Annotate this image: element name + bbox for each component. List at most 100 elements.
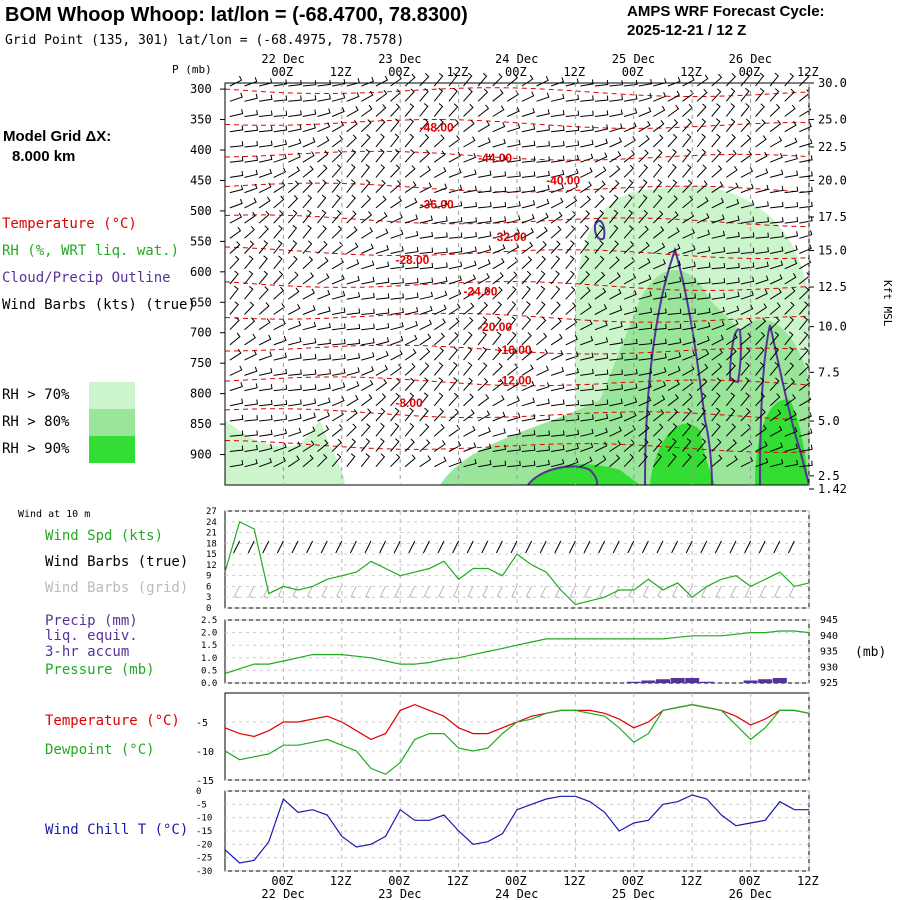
temperature-label: -40.00: [546, 174, 580, 188]
wind-barb: [463, 217, 477, 224]
wind-barb: [725, 149, 737, 163]
wind-barb-grid: [628, 585, 635, 599]
wind-barb: [419, 291, 433, 300]
wind-barb: [565, 210, 577, 224]
wind-barb: [507, 412, 521, 422]
wind-barb: [463, 246, 477, 254]
wind-barb: [623, 194, 633, 209]
wind-barb: [404, 118, 414, 133]
wind-barb: [404, 392, 415, 407]
wind-barb: [784, 287, 796, 300]
precip-tick-label: 1.0: [201, 654, 217, 664]
wind-speed-line: [224, 520, 810, 606]
wind-barb: [609, 305, 623, 315]
wind-barb: [726, 291, 740, 300]
wind-tick-label: 15: [206, 550, 217, 560]
wind-barb: [375, 261, 390, 270]
wind-barb-true: [437, 540, 445, 554]
wind-barb: [740, 150, 753, 163]
wind-barb: [244, 444, 258, 452]
wind-barb: [550, 183, 564, 194]
wind-barb-true: [247, 540, 255, 554]
wind-barb: [652, 423, 664, 437]
wind-barb: [667, 393, 679, 407]
wind-barb: [638, 353, 653, 361]
wind-barb: [478, 186, 492, 194]
wind-barb: [740, 247, 755, 254]
pressure-line: [224, 630, 810, 675]
wind-barb: [448, 151, 461, 163]
wind-barb: [448, 377, 458, 391]
wind-barb: [696, 363, 709, 376]
wind-barb: [521, 156, 536, 163]
wind-barb: [784, 346, 794, 361]
wind-barb: [346, 453, 356, 468]
wind-barb: [594, 384, 609, 392]
wind-barb: [521, 316, 532, 331]
temperature-contour: [224, 182, 810, 193]
wind-barb: [258, 443, 273, 452]
pressure-tick-label: 500: [190, 204, 212, 218]
wind-barb: [667, 119, 679, 133]
wind-barb: [448, 392, 459, 407]
wind-barb: [711, 348, 723, 361]
wind-barb: [288, 287, 300, 300]
wind-barb: [711, 407, 721, 422]
wind-barb: [419, 319, 432, 331]
wind-barb: [623, 411, 637, 422]
wind-barb: [331, 396, 345, 407]
wind-barb: [288, 166, 300, 178]
wind-barb: [317, 122, 331, 133]
wind-barb: [609, 179, 620, 193]
wind-barb: [594, 399, 609, 407]
wind-barb: [404, 320, 418, 331]
wind-barb: [769, 377, 780, 391]
pressure-tick-label: 945: [820, 615, 838, 626]
wind-barb: [521, 214, 535, 224]
wind-barb: [478, 170, 492, 178]
wind-barb: [244, 225, 255, 239]
wind-barb: [711, 73, 723, 87]
wind-barb: [288, 399, 302, 407]
time-tick-label-bottom: 00Z: [388, 874, 410, 888]
legend-rh: RH (%, WRT liq. wat.): [2, 243, 180, 259]
wind-barb: [784, 170, 799, 178]
wind-barb: [404, 334, 418, 346]
wind-barb: [229, 198, 243, 209]
wind-barb: [799, 444, 813, 452]
wind-barb: [725, 439, 737, 452]
temperature-contour: [224, 87, 810, 98]
wind-barb: [638, 307, 653, 315]
wind-barb: [784, 331, 794, 346]
wind-barb: [784, 216, 799, 224]
wind-barb-true: [773, 540, 781, 554]
wind-barb: [434, 150, 446, 163]
wind-barb: [288, 337, 302, 346]
wind-barb-grid: [409, 585, 416, 599]
kft-axis-title: Kft MSL: [881, 280, 894, 327]
wind-barb: [361, 243, 374, 254]
wind-barb: [565, 78, 579, 87]
wind-barb: [375, 453, 386, 468]
wind-barb: [609, 209, 619, 224]
wind-barb: [404, 423, 415, 437]
wind-barb: [434, 216, 448, 224]
wind-chill-line: [224, 794, 809, 864]
wind-barb: [390, 148, 400, 163]
wind-barb: [419, 262, 434, 270]
wind-barb: [565, 240, 575, 254]
wind-barb: [609, 123, 623, 133]
wind-barb: [711, 262, 726, 270]
wind-barb: [507, 229, 520, 239]
wind-barb: [725, 362, 736, 376]
wind-barb: [784, 378, 795, 391]
wind-barb: [594, 224, 604, 239]
wind-barb: [492, 122, 506, 133]
wind-barb: [404, 306, 419, 315]
wind-barb: [565, 125, 580, 133]
wind-barb: [784, 186, 799, 194]
wind-barb: [726, 455, 738, 468]
wind-barb: [652, 210, 664, 224]
wind-barb: [506, 316, 517, 331]
wind-barb: [638, 323, 653, 331]
